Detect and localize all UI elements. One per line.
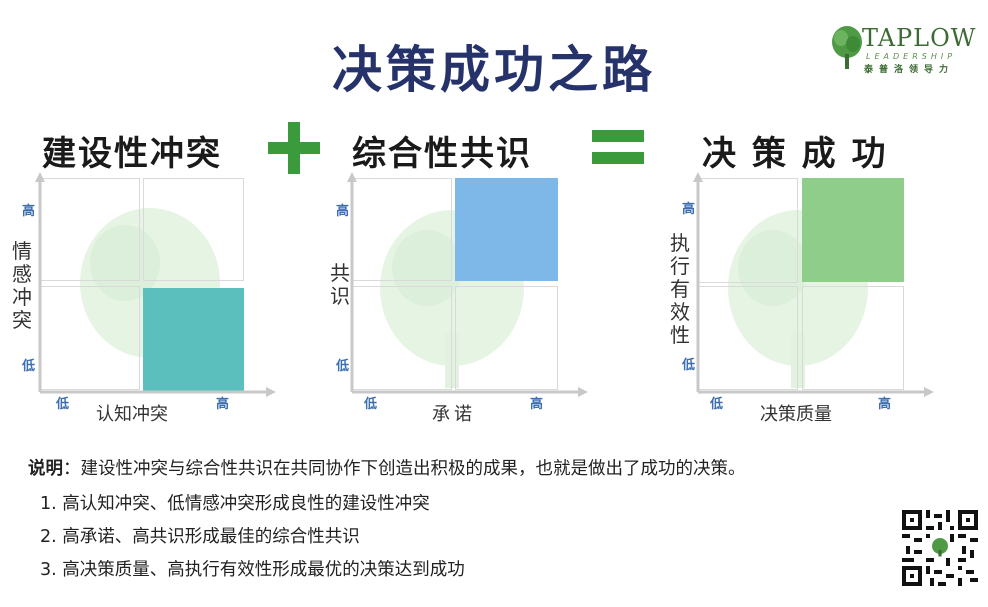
x-high-tick: 高 xyxy=(530,397,544,412)
y-low-tick: 低 xyxy=(336,359,350,374)
logo-wordmark: TAPLOW xyxy=(862,24,977,52)
list-item: 2. 高承诺、高共识形成最佳的综合性共识 xyxy=(40,527,360,547)
explanation-label: 说明 xyxy=(28,459,63,479)
x-axis-label: 承诺 xyxy=(432,404,476,425)
explanation-body: ：建设性冲突与综合性共识在共同协作下创造出积极的成果，也就是做出了成功的决策。 xyxy=(63,459,746,479)
highlight-quadrant xyxy=(143,288,244,391)
tree-logo-icon xyxy=(832,26,862,69)
y-axis-label: 执行有效性 xyxy=(670,231,690,347)
highlight-quadrant xyxy=(455,178,558,281)
axis-arrows-icon xyxy=(35,172,276,397)
list-item: 3. 高决策质量、高执行有效性形成最优的决策达到成功 xyxy=(40,560,465,580)
axis-arrows-icon xyxy=(347,172,588,397)
highlight-quadrant xyxy=(802,178,904,282)
page-title: 决策成功之路 xyxy=(332,41,656,99)
taplow-logo xyxy=(830,24,980,76)
y-axis-label: 情感冲突 xyxy=(12,239,32,332)
equals-operator xyxy=(592,128,644,168)
panel-comprehensive-consensus xyxy=(347,172,592,398)
explanation-text: 说明：建设性冲突与综合性共识在共同协作下创造出积极的成果，也就是做出了成功的决策… xyxy=(28,455,746,480)
logo-subtitle: LEADERSHIP xyxy=(866,52,957,61)
heading-constructive-conflict: 建设性冲突 xyxy=(42,134,222,174)
x-low-tick: 低 xyxy=(710,397,724,412)
y-low-tick: 低 xyxy=(682,358,696,373)
y-high-tick: 高 xyxy=(22,204,36,219)
heading-comprehensive-consensus: 综合性共识 xyxy=(352,134,532,174)
x-axis-label: 决策质量 xyxy=(760,404,832,425)
y-low-tick: 低 xyxy=(22,359,36,374)
y-high-tick: 高 xyxy=(682,202,696,217)
axis-arrows-icon xyxy=(693,172,934,397)
y-axis-label: 共识 xyxy=(330,261,350,308)
qr-code-icon xyxy=(902,510,978,586)
heading-decision-success: 决 策 成 功 xyxy=(702,134,888,174)
panel-constructive-conflict xyxy=(35,172,280,398)
logo-chinese: 泰普洛领导力 xyxy=(864,65,955,75)
x-axis-label: 认知冲突 xyxy=(96,404,168,425)
x-high-tick: 高 xyxy=(216,397,230,412)
panel-decision-success xyxy=(693,172,938,398)
list-item: 1. 高认知冲突、低情感冲突形成良性的建设性冲突 xyxy=(40,494,430,514)
x-low-tick: 低 xyxy=(364,397,378,412)
y-high-tick: 高 xyxy=(336,204,350,219)
x-low-tick: 低 xyxy=(56,397,70,412)
x-high-tick: 高 xyxy=(878,397,892,412)
plus-operator xyxy=(268,122,320,174)
